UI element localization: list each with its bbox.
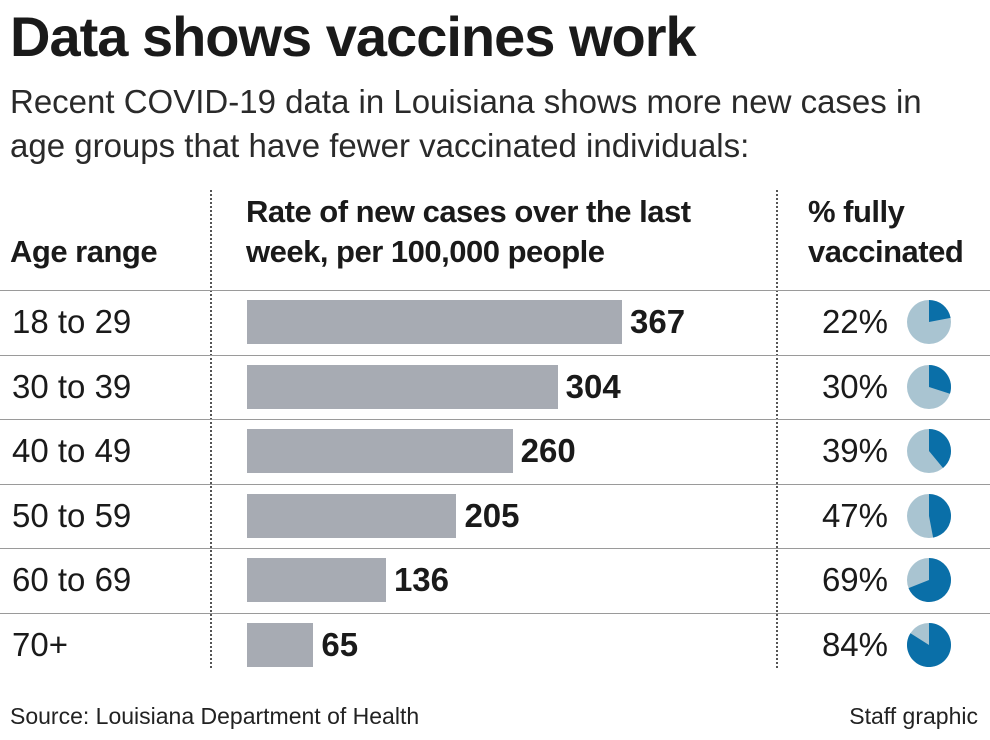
row-divider [0, 483, 990, 485]
pie-vaccinated-slice [929, 300, 951, 322]
source-note: Source: Louisiana Department of Health [10, 703, 420, 729]
case-rate-bar [247, 429, 513, 473]
column-divider-left [210, 190, 212, 668]
vaccinated-percent-label: 47% [821, 496, 888, 534]
column-divider-right [776, 190, 778, 668]
age-range-label: 60 to 69 [12, 561, 132, 598]
vaccinated-percent-label: 69% [821, 561, 888, 598]
pie-vaccinated-slice [929, 429, 951, 468]
case-rate-bar [247, 622, 314, 667]
age-range-label: 40 to 49 [12, 432, 132, 469]
row-divider [0, 419, 990, 420]
vaccinated-pie [907, 300, 951, 344]
case-rate-bar [247, 364, 558, 409]
vaccinated-percent-label: 84% [821, 625, 888, 663]
age-range-label: 70+ [12, 625, 68, 663]
row-divider [0, 612, 990, 614]
vaccinated-header: % fully vaccinated [808, 194, 964, 269]
case-rate-value-label: 205 [464, 496, 520, 534]
case-rate-bar [247, 558, 386, 602]
pie-vaccinated-slice [906, 622, 951, 667]
chart-subtitle: Recent COVID-19 data in Louisiana shows … [10, 83, 922, 164]
chart-title: Data shows vaccines work [10, 5, 697, 68]
age-range-header: Age range [10, 234, 158, 269]
row-divider [0, 354, 990, 356]
vaccinated-percent-label: 22% [821, 303, 888, 340]
case-rate-value-label: 136 [393, 561, 450, 598]
vaccinated-pie [907, 429, 951, 473]
vaccinated-pie [907, 364, 951, 409]
row-divider [0, 290, 990, 291]
vaccinated-pie [907, 558, 951, 602]
case-rate-value-label: 65 [321, 625, 359, 663]
vaccinated-percent-label: 39% [821, 432, 888, 469]
case-rate-value-label: 304 [565, 367, 621, 405]
pie-vaccinated-slice [929, 364, 951, 394]
vaccinated-percent-label: 30% [821, 367, 888, 405]
pie-vaccinated-slice [929, 493, 951, 538]
case-rate-header: Rate of new cases over the last week, pe… [246, 194, 691, 269]
case-rate-bar [247, 300, 622, 344]
credit-note: Staff graphic [849, 703, 978, 729]
pie-vaccinated-slice [908, 558, 951, 602]
row-divider [0, 548, 990, 549]
vaccinated-pie [907, 493, 951, 538]
case-rate-value-label: 260 [520, 432, 576, 469]
age-range-label: 18 to 29 [12, 303, 132, 340]
case-rate-bar [247, 493, 457, 538]
case-rate-value-label: 367 [630, 303, 686, 340]
vaccinated-pie [906, 622, 951, 667]
age-range-label: 30 to 39 [12, 367, 132, 405]
age-range-label: 50 to 59 [12, 496, 132, 534]
